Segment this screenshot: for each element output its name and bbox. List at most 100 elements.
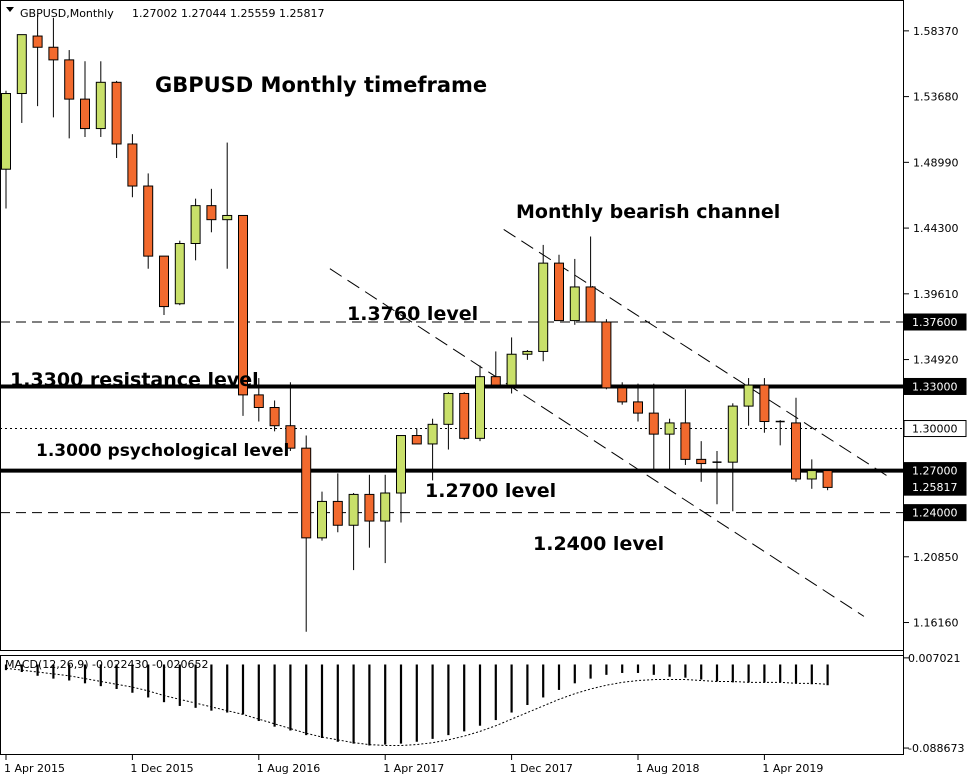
- candle-bear: [791, 422, 801, 480]
- candle-bear: [554, 262, 564, 322]
- macd-tick-label: 0.007021: [908, 652, 961, 665]
- candle-bear: [617, 387, 628, 403]
- price-tick-label: 1.39610: [913, 288, 959, 301]
- level-box-label: 1.24000: [912, 507, 958, 520]
- level-box: [903, 478, 967, 496]
- candle-bull: [664, 422, 675, 435]
- candle-bear: [159, 255, 169, 308]
- candle-bear: [759, 384, 770, 423]
- candle-bull: [727, 405, 738, 463]
- level-box: [903, 313, 967, 331]
- macd-title: MACD(12,26,9) -0.022430 -0.020652: [5, 658, 208, 671]
- candle-bear: [64, 59, 75, 100]
- candle-bear: [585, 286, 596, 323]
- candles: [1, 15, 833, 632]
- candle-bull: [1, 93, 11, 170]
- channel-annotation: Monthly bearish channel: [516, 201, 780, 223]
- price-tick-label: 1.48990: [913, 156, 959, 169]
- level-box-label: 1.25817: [912, 481, 958, 494]
- candle-bear: [822, 470, 833, 488]
- candle-bear: [285, 425, 296, 449]
- candle-bear: [253, 394, 264, 409]
- candle-bear: [459, 392, 470, 439]
- time-tick-label: 1 Apr 2019: [762, 762, 823, 775]
- candle-bull: [538, 262, 549, 352]
- price-tick-label: 1.53680: [913, 91, 959, 104]
- candle-bear: [696, 458, 707, 465]
- candle-bull: [380, 492, 391, 522]
- candle-bull: [522, 350, 533, 355]
- level-box-label: 1.37600: [912, 316, 958, 329]
- chart-title: GBPUSD Monthly timeframe: [155, 73, 487, 97]
- price-tick-label: 1.58370: [913, 25, 959, 38]
- candle-bear: [680, 422, 691, 460]
- candle-bear: [143, 185, 154, 257]
- level-box-label: 1.27000: [912, 465, 958, 478]
- candle-bear: [332, 500, 343, 526]
- bearish-channel: [329, 229, 888, 617]
- candle-bear: [633, 401, 643, 414]
- candle-bull: [743, 384, 754, 407]
- level-box: [903, 377, 967, 395]
- price-tick-label: 1.44300: [913, 222, 959, 235]
- candle-bull: [396, 435, 406, 494]
- candle-bear: [269, 407, 280, 427]
- candle-bull: [95, 81, 106, 130]
- time-tick-label: 1 Aug 2016: [257, 762, 320, 775]
- symbol-label: GBPUSD,Monthly: [20, 7, 114, 20]
- candle-bear: [80, 98, 90, 130]
- ohlc-readout: 1.27002 1.27044 1.25559 1.25817: [132, 7, 324, 20]
- candle-bull: [348, 493, 359, 526]
- level-price-boxes: 1.37600 1.33000 1.30000 1.27000 1.25817 1.240…: [903, 313, 967, 522]
- time-tick-label: 1 Aug 2018: [636, 762, 699, 775]
- candle-bear: [206, 205, 217, 221]
- candle-bear: [111, 81, 122, 145]
- candle-bull: [317, 500, 327, 539]
- candle-bull: [222, 214, 233, 221]
- main-plot-frame: [0, 0, 904, 651]
- candle-bull: [174, 242, 185, 305]
- candle-bear: [48, 46, 59, 61]
- candle-bull: [16, 34, 27, 95]
- candle-bear: [364, 493, 375, 522]
- level-133-annotation: 1.3300 resistance level: [10, 369, 259, 391]
- candle-bear: [490, 376, 501, 386]
- time-tick-label: 1 Dec 2015: [130, 762, 193, 775]
- time-axis: 1 Apr 2015 1 Dec 2015 1 Aug 2016 1 Apr 2017…: [4, 755, 823, 775]
- level-box: [903, 504, 967, 522]
- level-box-label: 1.30000: [912, 423, 958, 436]
- level-box: [903, 462, 967, 480]
- candle-bull: [569, 286, 580, 322]
- channel-line: [329, 268, 865, 617]
- price-tick-label: 1.34920: [913, 354, 959, 367]
- level-124-annotation: 1.2400 level: [533, 533, 664, 555]
- candle-bull: [443, 392, 454, 425]
- level-127-annotation: 1.2700 level: [425, 480, 556, 502]
- dropdown-triangle-icon[interactable]: [6, 7, 14, 12]
- candle-bull: [427, 423, 438, 445]
- candle-bear: [648, 412, 659, 435]
- time-tick-label: 1 Apr 2017: [383, 762, 444, 775]
- candle-bear: [411, 435, 422, 445]
- price-tick-label: 1.16160: [913, 617, 959, 630]
- candle-bear: [238, 214, 248, 396]
- macd-tick-label: -0.088673: [908, 742, 964, 755]
- level-box: [903, 420, 967, 438]
- candle-bull: [506, 353, 517, 386]
- candle-bull: [190, 205, 201, 244]
- level-1376-annotation: 1.3760 level: [347, 303, 478, 325]
- time-tick-label: 1 Dec 2017: [510, 762, 573, 775]
- macd-panel: 0.007021 -0.088673: [4, 652, 964, 755]
- level-box-label: 1.33000: [912, 380, 958, 393]
- candle-bear: [127, 143, 138, 187]
- price-tick-label: 1.20850: [913, 551, 959, 564]
- candle-bear: [601, 321, 612, 389]
- candle-bear: [301, 447, 312, 539]
- level-13-annotation: 1.3000 psychological level: [36, 441, 289, 461]
- price-axis: 1.58370 1.53680 1.48990 1.44300 1.39610 1.349…: [903, 25, 959, 630]
- candle-bear: [32, 35, 43, 48]
- time-tick-label: 1 Apr 2015: [4, 762, 65, 775]
- candle-bull: [475, 376, 485, 439]
